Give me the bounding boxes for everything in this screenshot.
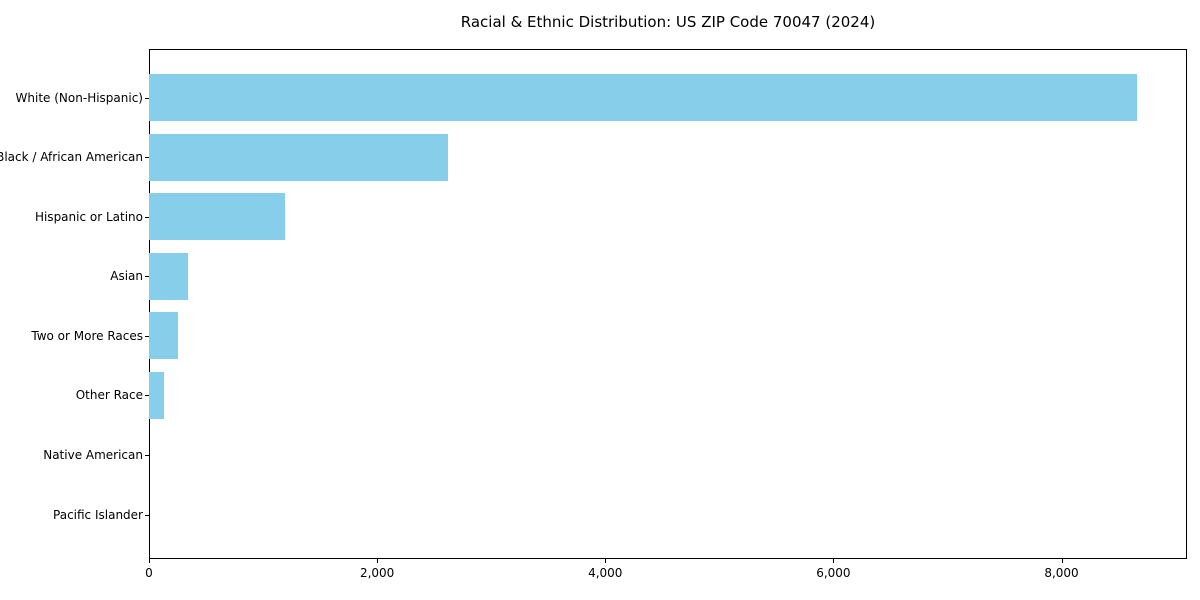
y-tick-label: White (Non-Hispanic) [15, 90, 143, 105]
x-tick-label: 0 [145, 566, 153, 580]
bar-other-race [149, 371, 164, 419]
y-axis-tick [145, 97, 149, 99]
y-axis-tick [145, 335, 149, 337]
x-axis-tick [149, 559, 150, 563]
bar-black-african-american [149, 133, 448, 181]
x-axis-tick [1061, 559, 1063, 563]
x-tick-label: 8,000 [1044, 566, 1079, 580]
bar-asian [149, 252, 188, 300]
y-axis-tick [145, 157, 149, 159]
y-tick-label: Two or More Races [31, 328, 143, 343]
x-axis-tick [377, 559, 379, 563]
y-tick-label: Native American [43, 448, 143, 463]
x-tick-label: 4,000 [588, 566, 623, 580]
y-axis-tick [145, 395, 149, 397]
y-tick-label: Other Race [75, 388, 143, 403]
y-tick-label: Asian [110, 269, 143, 284]
y-tick-label: Black / African American [0, 150, 143, 165]
y-tick-label: Pacific Islander [53, 507, 143, 522]
x-tick-label: 6,000 [816, 566, 851, 580]
y-axis-tick [145, 276, 149, 278]
y-axis-tick [145, 455, 149, 457]
bar-two-or-more-races [149, 312, 179, 360]
bar-white-non-hispanic [149, 74, 1137, 121]
bar-hispanic-or-latino [149, 193, 285, 241]
plot-area [149, 49, 1187, 559]
y-axis-tick [145, 514, 149, 516]
y-tick-label: Hispanic or Latino [34, 209, 143, 224]
x-tick-label: 2,000 [359, 566, 395, 580]
y-axis-tick [145, 216, 149, 218]
x-axis-tick [833, 559, 835, 563]
x-axis-tick [605, 559, 607, 563]
chart-title: Racial & Ethnic Distribution: US ZIP Cod… [460, 13, 876, 31]
